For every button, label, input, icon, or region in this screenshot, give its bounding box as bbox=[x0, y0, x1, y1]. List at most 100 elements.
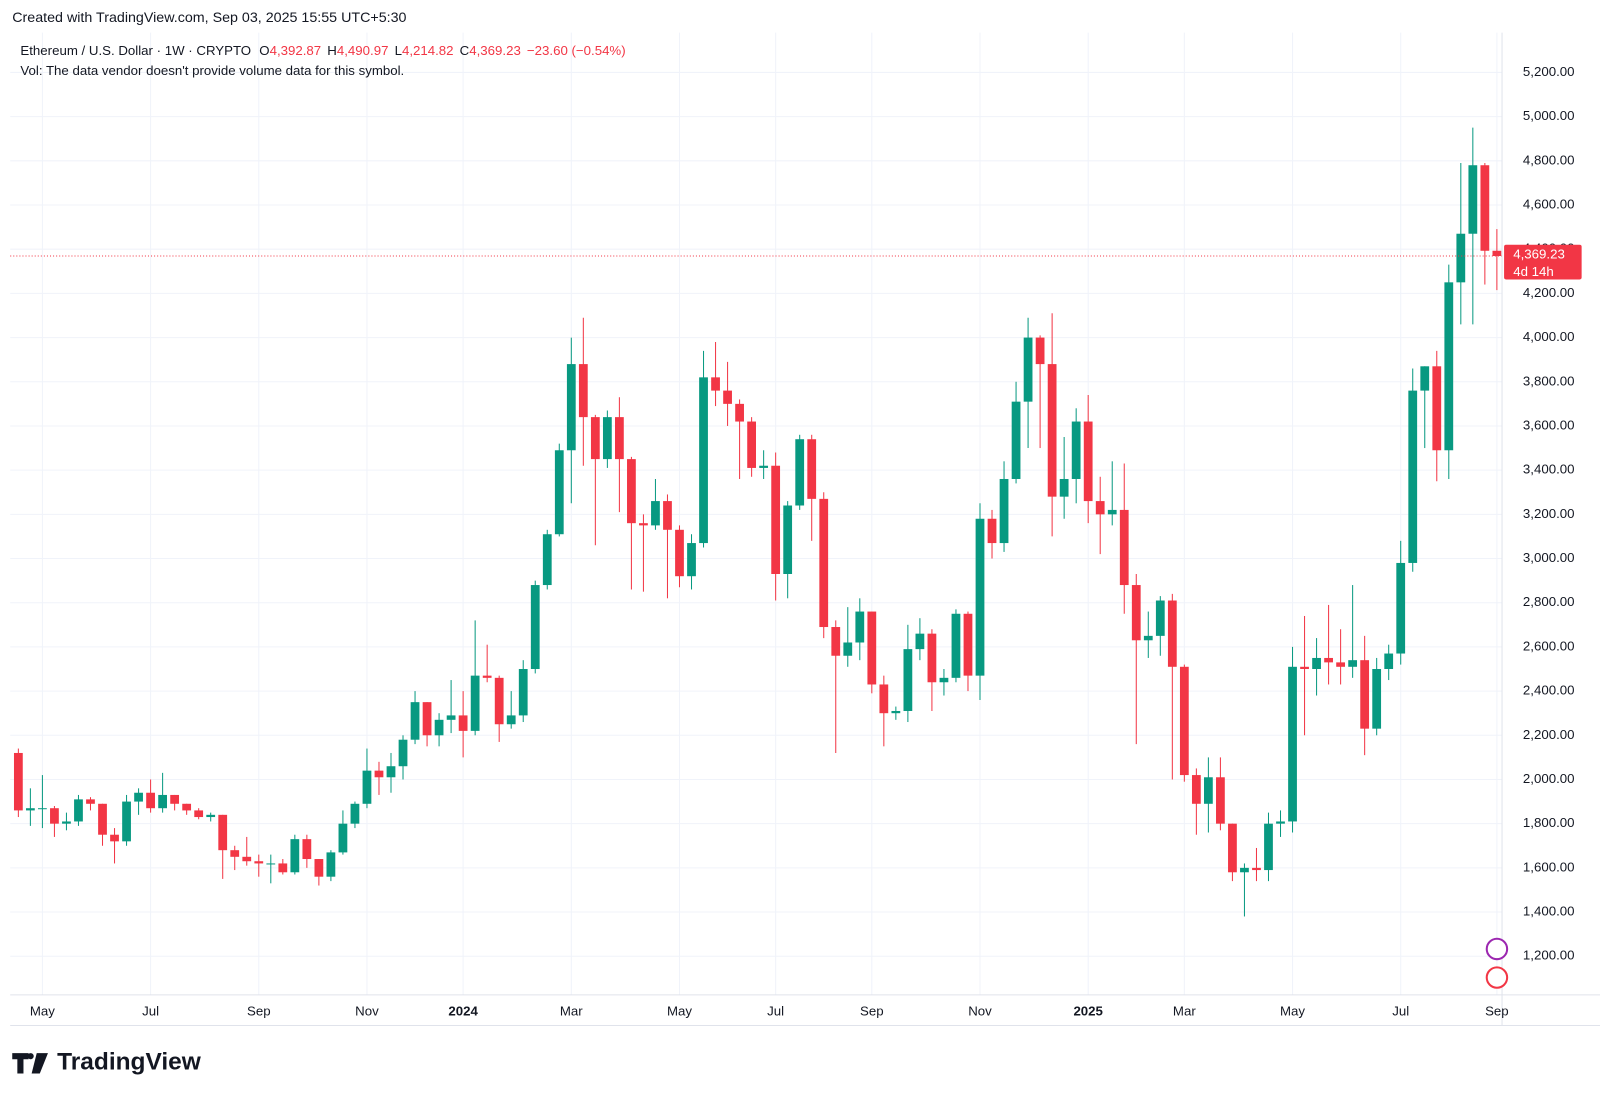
candle-body bbox=[975, 518, 985, 676]
candle-body bbox=[1228, 823, 1237, 873]
y-tick-label: 3,400.00 bbox=[1523, 462, 1575, 477]
y-tick-label: 2,600.00 bbox=[1523, 638, 1575, 653]
candle-body bbox=[1456, 233, 1466, 283]
candle-body bbox=[723, 390, 732, 404]
candle-body bbox=[482, 675, 492, 678]
candle-body bbox=[230, 850, 240, 857]
candle-body bbox=[1336, 662, 1345, 667]
candle-body bbox=[735, 403, 744, 422]
candle-body bbox=[867, 611, 877, 685]
y-tick-label: 3,200.00 bbox=[1523, 506, 1575, 521]
candle-body bbox=[38, 808, 47, 810]
candle-body bbox=[1276, 821, 1285, 824]
candle-body bbox=[26, 808, 35, 811]
candle-body bbox=[771, 465, 781, 574]
candle-body bbox=[146, 792, 155, 809]
candle-body bbox=[422, 702, 432, 736]
y-tick-label: 5,000.00 bbox=[1523, 108, 1575, 123]
candle-body bbox=[1252, 867, 1261, 871]
candle-body bbox=[939, 677, 949, 683]
candle-body bbox=[987, 518, 997, 544]
candle-body bbox=[855, 611, 865, 643]
candle-body bbox=[134, 792, 143, 802]
candle-body bbox=[182, 803, 192, 811]
candle-body bbox=[218, 814, 228, 851]
candle-body bbox=[13, 752, 23, 811]
x-tick-label: 2024 bbox=[448, 1004, 478, 1019]
x-tick-label: Nov bbox=[968, 1004, 992, 1019]
created-note: Created with TradingView.com, Sep 03, 20… bbox=[12, 10, 406, 26]
last-price-tag bbox=[1504, 244, 1582, 280]
candle-body bbox=[999, 478, 1009, 544]
candle-body bbox=[122, 801, 131, 842]
indicator-icons bbox=[1485, 937, 1509, 989]
candle-body bbox=[110, 834, 119, 842]
candle-body bbox=[158, 794, 167, 809]
change: −23.60 (−0.54%) bbox=[527, 43, 626, 58]
candle-body bbox=[747, 421, 756, 468]
y-tick-label: 3,800.00 bbox=[1523, 373, 1575, 388]
candle-body bbox=[663, 501, 672, 530]
candle-body bbox=[194, 810, 204, 818]
logo-mark bbox=[12, 1053, 48, 1074]
candle-body bbox=[362, 770, 372, 804]
candle-body bbox=[1059, 478, 1069, 497]
candle-body bbox=[1264, 823, 1273, 871]
brand-name: TradingView bbox=[57, 1049, 202, 1076]
candle-body bbox=[1107, 509, 1117, 515]
candle-body bbox=[74, 799, 83, 822]
candle-body bbox=[62, 821, 71, 824]
candle-body bbox=[242, 856, 252, 862]
candle-body bbox=[86, 799, 95, 804]
candle-body bbox=[711, 377, 720, 391]
candle-body bbox=[374, 770, 384, 778]
y-tick-label: 3,000.00 bbox=[1523, 550, 1575, 565]
candle-body bbox=[434, 719, 444, 736]
candle-body bbox=[951, 613, 961, 678]
x-tick-label: May bbox=[667, 1004, 692, 1019]
legend: Ethereum / U.S. Dollar · 1W · CRYPTO O 4,3… bbox=[20, 43, 625, 58]
y-tick-label: 2,400.00 bbox=[1523, 683, 1575, 698]
candle-body bbox=[1143, 635, 1153, 641]
x-tick-label: Sep bbox=[247, 1004, 271, 1019]
icon bbox=[1485, 937, 1509, 961]
candle-body bbox=[290, 839, 300, 873]
candle-body bbox=[1324, 657, 1333, 663]
candle-body bbox=[675, 529, 684, 577]
candle-body bbox=[1119, 509, 1129, 586]
candle-body bbox=[386, 766, 396, 778]
candle-body bbox=[50, 808, 59, 824]
ohlc-value: 4,369.23 bbox=[469, 43, 521, 58]
ohlc-key: O bbox=[259, 43, 269, 58]
candle-body bbox=[795, 439, 805, 506]
symbol-title: Ethereum / U.S. Dollar · 1W · CRYPTO bbox=[20, 43, 251, 58]
candle-body bbox=[1240, 867, 1249, 873]
candle-body bbox=[903, 649, 913, 711]
candle-body bbox=[590, 417, 600, 460]
candle-body bbox=[927, 633, 937, 683]
y-tick-label: 2,800.00 bbox=[1523, 594, 1575, 609]
candle-body bbox=[1131, 585, 1141, 641]
ohlc-value: 4,214.82 bbox=[402, 43, 454, 58]
candle-body bbox=[1179, 666, 1189, 776]
candle-body bbox=[891, 710, 901, 714]
x-tick-label: May bbox=[30, 1004, 55, 1019]
y-tick-label: 1,800.00 bbox=[1523, 815, 1575, 830]
candle-body bbox=[627, 459, 636, 524]
candle-body bbox=[1204, 777, 1213, 804]
y-tick-label: 5,200.00 bbox=[1523, 64, 1575, 79]
candle-body bbox=[687, 543, 696, 577]
candle-body bbox=[1047, 364, 1057, 497]
candle-body bbox=[602, 417, 612, 460]
candle-body bbox=[1035, 337, 1045, 365]
candle-body bbox=[1396, 562, 1406, 654]
candle-body bbox=[506, 715, 516, 725]
candle-body bbox=[843, 642, 853, 656]
candle-body bbox=[566, 364, 576, 451]
x-tick-label: Jul bbox=[142, 1004, 159, 1019]
y-tick-label: 4,000.00 bbox=[1523, 329, 1575, 344]
x-tick-label: May bbox=[1280, 1004, 1305, 1019]
candle-body bbox=[699, 377, 708, 544]
